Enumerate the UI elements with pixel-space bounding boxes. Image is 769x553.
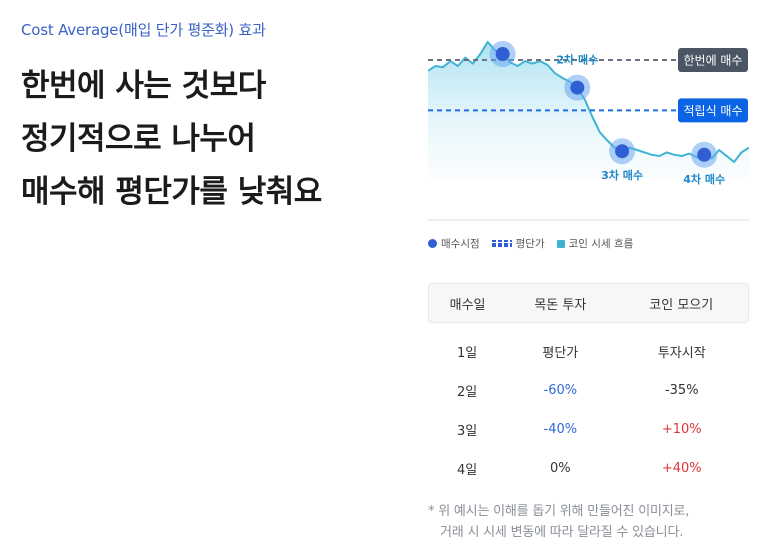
header-coin-collect: 코인 모으기 <box>614 283 749 323</box>
purchase-point-label: 3차 매수 <box>601 168 643 182</box>
purchase-point-label: 2차 매수 <box>556 53 598 67</box>
cell-lump-sum: -40% <box>543 422 578 437</box>
lump-sum-tag <box>678 48 748 72</box>
cell-coin-collect: +10% <box>661 422 702 437</box>
cell-coin-collect: 투자시작 <box>657 346 706 361</box>
purchase-point <box>697 147 712 162</box>
avg-price-tag <box>678 98 748 123</box>
headline-line-1: 한번에 사는 것보다 <box>21 68 266 104</box>
cell-lump-sum: 평단가 <box>542 346 579 361</box>
table-row: 2일 -60% -35% <box>428 371 749 410</box>
cell-day: 2일 <box>456 385 478 400</box>
legend-item-buy-point: 매수시점 <box>428 236 480 251</box>
dot-icon <box>428 239 437 248</box>
cell-day: 4일 <box>456 463 478 478</box>
header-lump-sum: 목돈 투자 <box>506 283 615 323</box>
legend-label-average-price: 평단가 <box>515 238 545 250</box>
chart-legend: 매수시점 평단가 코인 시세 흐름 <box>428 236 633 251</box>
disclaimer-line-2: 거래 시 시세 변동에 따라 달라질 수 있습니다. <box>440 525 684 540</box>
table-row: 1일 평단가 투자시작 <box>428 323 749 371</box>
purchase-point <box>570 80 585 95</box>
table-header-row: 매수일 목돈 투자 코인 모으기 <box>428 283 749 323</box>
page-headline: 한번에 사는 것보다 정기적으로 나누어 매수해 평단가를 낮춰요 <box>21 60 322 219</box>
cell-coin-collect: -35% <box>664 383 699 398</box>
legend-item-price-flow: 코인 시세 흐름 <box>556 236 634 251</box>
dashed-line-icon <box>491 240 512 247</box>
legend-label-price-flow: 코인 시세 흐름 <box>568 238 634 250</box>
cell-day: 1일 <box>456 346 478 361</box>
table-row: 4일 0% +40% <box>428 449 749 488</box>
disclaimer-line-1: * 위 예시는 이해를 돕기 위해 만들어진 이미지로, <box>428 504 690 519</box>
eyebrow-subtitle: Cost Average(매입 단가 평준화) 효과 <box>21 21 266 39</box>
legend-item-average-price: 평단가 <box>491 236 545 251</box>
table-row: 3일 -40% +10% <box>428 410 749 449</box>
legend-label-buy-point: 매수시점 <box>441 238 480 250</box>
cell-coin-collect: +40% <box>661 461 702 476</box>
header-buy-day: 매수일 <box>428 283 507 323</box>
square-icon <box>556 239 565 248</box>
lump-sum-label: 한번에 매수 <box>683 54 742 68</box>
cell-lump-sum: 0% <box>550 461 571 476</box>
purchase-point <box>615 144 630 159</box>
cell-day: 3일 <box>456 424 478 439</box>
headline-line-2: 정기적으로 나누어 <box>21 121 256 157</box>
purchase-point <box>495 47 510 61</box>
headline-line-3: 매수해 평단가를 낮춰요 <box>21 174 322 210</box>
avg-price-label: 적립식 매수 <box>683 104 742 118</box>
disclaimer-note: * 위 예시는 이해를 돕기 위해 만들어진 이미지로, 거래 시 시세 변동에… <box>428 501 689 543</box>
cell-lump-sum: -60% <box>543 383 578 398</box>
purchase-point-label: 4차 매수 <box>683 172 725 186</box>
comparison-table: 매수일 목돈 투자 코인 모으기 1일 평단가 투자시작 2일 -60% -35… <box>428 283 749 488</box>
